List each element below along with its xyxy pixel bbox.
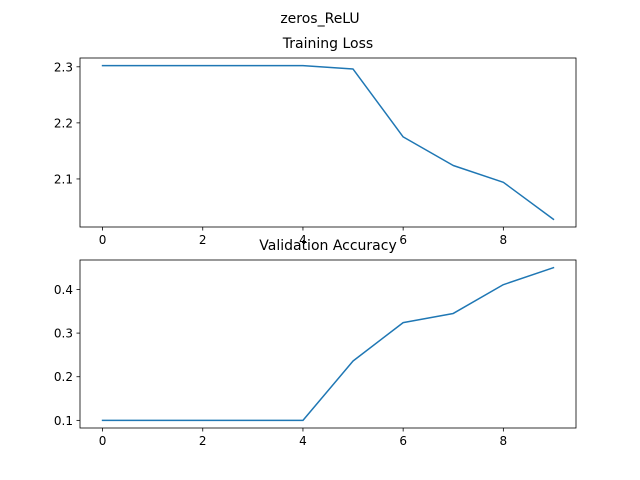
validation-accuracy-ytick-label: 0.2 [54, 370, 73, 384]
validation-accuracy-line [101, 266, 555, 422]
training-loss-xtick-label: 8 [500, 233, 508, 247]
validation-accuracy-chart: Validation Accuracy 0 2 4 6 8 0.1 0.2 0.3 0.4 [54, 238, 577, 448]
training-loss-chart: Training Loss 0 2 4 6 8 2.1 2.2 2.3 [54, 36, 577, 247]
validation-accuracy-xtick-label: 4 [299, 434, 307, 448]
validation-accuracy-axes: 0 2 4 6 8 0.1 0.2 0.3 0.4 [54, 259, 577, 448]
validation-accuracy-xtick-label: 6 [399, 434, 407, 448]
training-loss-axes: 0 2 4 6 8 2.1 2.2 2.3 [54, 57, 577, 247]
training-loss-ytick-label: 2.3 [54, 60, 73, 74]
validation-accuracy-frame [79, 259, 577, 429]
validation-accuracy-ytick-label: 0.1 [54, 414, 73, 428]
validation-accuracy-ytick-label: 0.3 [54, 327, 73, 341]
validation-accuracy-xtick-label: 0 [99, 434, 107, 448]
training-loss-frame [79, 57, 577, 228]
training-loss-ytick-label: 2.1 [54, 172, 73, 186]
training-loss-xtick-label: 0 [99, 233, 107, 247]
training-loss-title: Training Loss [282, 36, 373, 52]
training-loss-line [101, 64, 555, 221]
training-loss-xtick-label: 6 [399, 233, 407, 247]
validation-accuracy-xtick-label: 8 [500, 434, 508, 448]
figure-suptitle: zeros_ReLU [280, 11, 359, 27]
validation-accuracy-xtick-label: 2 [199, 434, 207, 448]
validation-accuracy-ytick-label: 0.4 [54, 283, 73, 297]
training-loss-xtick-label: 2 [199, 233, 207, 247]
validation-accuracy-title: Validation Accuracy [259, 238, 397, 254]
training-loss-xtick-label: 4 [299, 233, 307, 247]
training-loss-ytick-label: 2.2 [54, 116, 73, 130]
